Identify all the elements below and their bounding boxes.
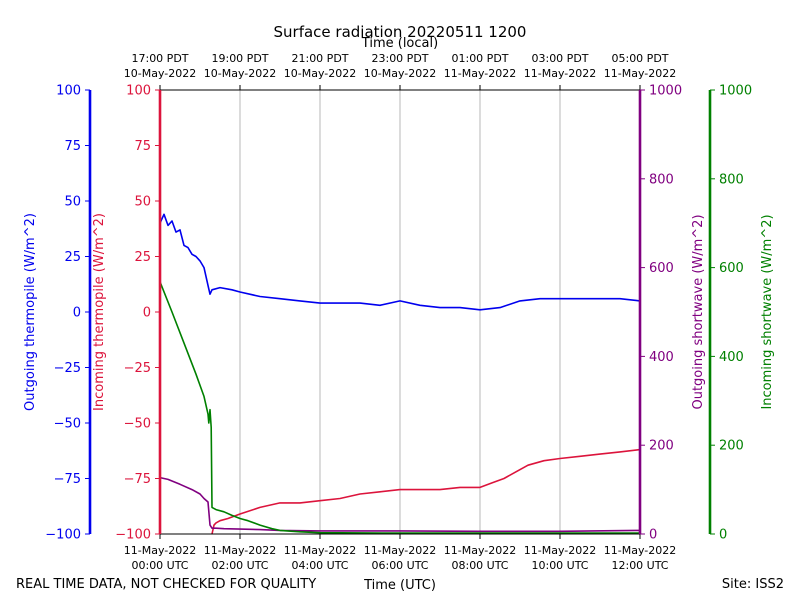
outgoing-shortwave-tick-label: 800 [649, 172, 674, 187]
top-tick-date: 10-May-2022 [284, 67, 356, 80]
outgoing-thermopile-tick-label: 50 [64, 195, 81, 210]
incoming-thermopile-tick-label: −100 [115, 528, 151, 543]
bottom-tick-time: 00:00 UTC [131, 559, 188, 572]
axis-label-outgoing-shortwave: Outgoing shortwave (W/m^2) [691, 214, 706, 409]
bottom-tick-date: 11-May-2022 [364, 544, 436, 557]
bottom-tick-time: 04:00 UTC [291, 559, 348, 572]
incoming-shortwave-tick-label: 1000 [719, 84, 752, 99]
outgoing-thermopile-tick-label: 100 [56, 84, 81, 99]
top-axis-label: Time (local) [361, 36, 438, 51]
top-tick-date: 11-May-2022 [604, 67, 676, 80]
outgoing-shortwave-tick-label: 1000 [649, 84, 682, 99]
axis-label-incoming-thermopile: Incoming thermopile (W/m^2) [92, 213, 107, 411]
chart-title: Surface radiation 20220511 1200 [274, 23, 527, 41]
series-line-incoming-shortwave [159, 281, 640, 534]
top-tick-date: 10-May-2022 [364, 67, 436, 80]
bottom-tick-date: 11-May-2022 [204, 544, 276, 557]
top-tick-time: 05:00 PDT [611, 52, 668, 65]
incoming-thermopile-tick-label: −75 [124, 472, 151, 487]
axis-label-incoming-shortwave: Incoming shortwave (W/m^2) [760, 214, 775, 409]
top-tick-date: 11-May-2022 [524, 67, 596, 80]
footer-left: REAL TIME DATA, NOT CHECKED FOR QUALITY [16, 577, 316, 592]
incoming-thermopile-tick-label: 75 [134, 139, 151, 154]
series-line-outgoing-thermopile [159, 213, 641, 311]
grid [239, 90, 561, 534]
series-line-incoming-thermopile [211, 448, 641, 535]
incoming-shortwave-tick-label: 800 [719, 172, 744, 187]
outgoing-thermopile-tick-label: 0 [73, 306, 81, 321]
outgoing-shortwave-tick-label: 400 [649, 350, 674, 365]
outgoing-thermopile-tick-label: −25 [54, 361, 81, 376]
outgoing-thermopile-tick-label: −100 [45, 528, 81, 543]
outgoing-shortwave-tick-label: 200 [649, 439, 674, 454]
top-tick-time: 01:00 PDT [451, 52, 508, 65]
outgoing-thermopile-tick-label: 75 [64, 139, 81, 154]
incoming-thermopile-tick-label: 100 [126, 84, 151, 99]
top-tick-time: 17:00 PDT [131, 52, 188, 65]
top-tick-time: 19:00 PDT [211, 52, 268, 65]
bottom-tick-time: 08:00 UTC [451, 559, 508, 572]
x-ticks: 11-May-2022 00:00 UTC 11-May-2022 02:00 UTC… [124, 52, 676, 572]
top-tick-time: 03:00 PDT [531, 52, 588, 65]
incoming-thermopile-tick-label: 25 [134, 250, 151, 265]
outgoing-thermopile-tick-label: −75 [54, 472, 81, 487]
incoming-shortwave-tick-label: 600 [719, 261, 744, 276]
outgoing-thermopile-tick-label: 25 [64, 250, 81, 265]
incoming-thermopile-tick-label: −25 [124, 361, 151, 376]
top-tick-date: 10-May-2022 [124, 67, 196, 80]
bottom-tick-date: 11-May-2022 [604, 544, 676, 557]
bottom-tick-date: 11-May-2022 [444, 544, 516, 557]
series-group [159, 213, 641, 535]
outgoing-thermopile-tick-label: −50 [54, 417, 81, 432]
y-ticks: 100 75 50 25 0 −25 −50 −75 −100 100 75 50 25 0 −25 −50 −… [45, 84, 752, 543]
outgoing-shortwave-tick-label: 600 [649, 261, 674, 276]
series-line-outgoing-shortwave [159, 476, 641, 533]
outgoing-shortwave-tick-label: 0 [649, 528, 657, 543]
bottom-tick-time: 06:00 UTC [371, 559, 428, 572]
incoming-thermopile-tick-label: −50 [124, 417, 151, 432]
incoming-thermopile-tick-label: 0 [143, 306, 151, 321]
bottom-tick-time: 12:00 UTC [611, 559, 668, 572]
top-tick-time: 21:00 PDT [291, 52, 348, 65]
bottom-tick-time: 10:00 UTC [531, 559, 588, 572]
top-tick-time: 23:00 PDT [371, 52, 428, 65]
footer-right: Site: ISS2 [722, 577, 784, 592]
bottom-tick-time: 02:00 UTC [211, 559, 268, 572]
top-tick-date: 10-May-2022 [204, 67, 276, 80]
incoming-shortwave-tick-label: 200 [719, 439, 744, 454]
top-tick-date: 11-May-2022 [444, 67, 516, 80]
bottom-axis-label: Time (UTC) [363, 578, 436, 593]
bottom-tick-date: 11-May-2022 [524, 544, 596, 557]
bottom-tick-date: 11-May-2022 [124, 544, 196, 557]
incoming-shortwave-tick-label: 400 [719, 350, 744, 365]
bottom-tick-date: 11-May-2022 [284, 544, 356, 557]
incoming-thermopile-tick-label: 50 [134, 195, 151, 210]
incoming-shortwave-tick-label: 0 [719, 528, 727, 543]
axis-label-outgoing-thermopile: Outgoing thermopile (W/m^2) [23, 213, 38, 411]
